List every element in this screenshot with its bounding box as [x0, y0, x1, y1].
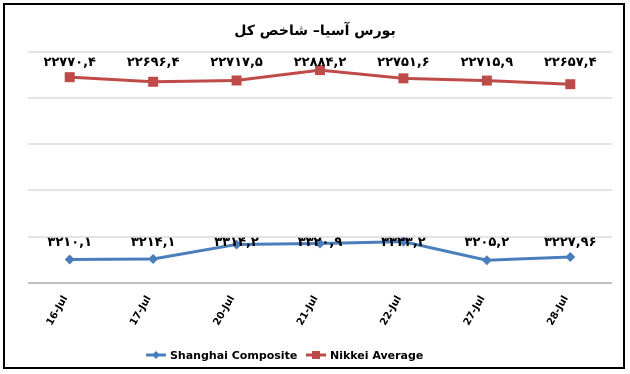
data-point	[481, 75, 492, 86]
data-point	[565, 79, 576, 90]
x-tick-label: 20-Jul	[211, 294, 237, 328]
gridlines	[28, 51, 612, 284]
data-label: ۳۳۲۰,۹	[298, 235, 343, 250]
data-label: ۲۲۶۹۶,۴	[127, 55, 180, 70]
data-label: ۲۲۸۸۴,۲	[294, 55, 347, 70]
data-label: ۳۳۳۳,۲	[381, 235, 426, 250]
x-tick-label: 22-Jul	[378, 294, 404, 328]
x-axis: 16-Jul 17-Jul 20-Jul 21-Jul 22-Jul 27-Jul 28-J…	[45, 294, 571, 328]
chart-frame	[3, 3, 625, 369]
data-point	[315, 65, 325, 76]
data-point	[315, 238, 325, 249]
data-label: ۳۲۲۷,۹۶	[544, 235, 597, 250]
data-label: ۲۲۷۵۱,۶	[377, 55, 430, 70]
x-tick-label: 21-Jul	[295, 294, 321, 328]
series-layer: ۳۲۱۰,۱ ۳۲۱۴,۱ ۳۳۱۴,۲ ۳۳۲۰,۹ ۳۳۳۳,۲ ۳۲۰۵,۲ ۳۲۲۷…	[43, 55, 597, 266]
data-point	[148, 76, 159, 87]
data-point	[64, 72, 75, 83]
data-label: ۳۲۱۰,۱	[47, 235, 92, 250]
x-tick-label: 16-Jul	[45, 294, 71, 328]
data-point	[231, 239, 242, 250]
data-point	[231, 75, 242, 86]
data-point	[148, 253, 159, 264]
legend-label: Nikkei Average	[330, 349, 423, 362]
data-point	[398, 73, 409, 84]
x-tick-label: 17-Jul	[128, 294, 154, 328]
legend-marker	[312, 351, 320, 359]
legend-label: Shanghai Composite	[170, 349, 297, 362]
data-point	[481, 255, 492, 266]
legend-marker	[152, 351, 160, 359]
data-label: ۳۲۰۵,۲	[465, 235, 510, 250]
data-label: ۳۲۱۴,۱	[131, 235, 176, 250]
data-point	[565, 251, 576, 262]
data-label: ۲۲۷۱۵,۹	[461, 55, 514, 70]
legend: Shanghai Composite Nikkei Average	[146, 349, 423, 362]
data-label: ۳۳۱۴,۲	[214, 235, 259, 250]
data-label: ۲۲۶۵۷,۴	[544, 55, 597, 70]
x-tick-label: 28-Jul	[545, 294, 571, 328]
data-label: ۲۲۷۷۰,۴	[43, 55, 96, 70]
data-point	[64, 254, 75, 265]
data-label: ۲۲۷۱۷,۵	[210, 55, 263, 70]
x-tick-label: 27-Jul	[462, 294, 488, 328]
chart-title: بورس آسیا– شاخص کل	[234, 21, 395, 39]
data-point	[398, 236, 409, 247]
